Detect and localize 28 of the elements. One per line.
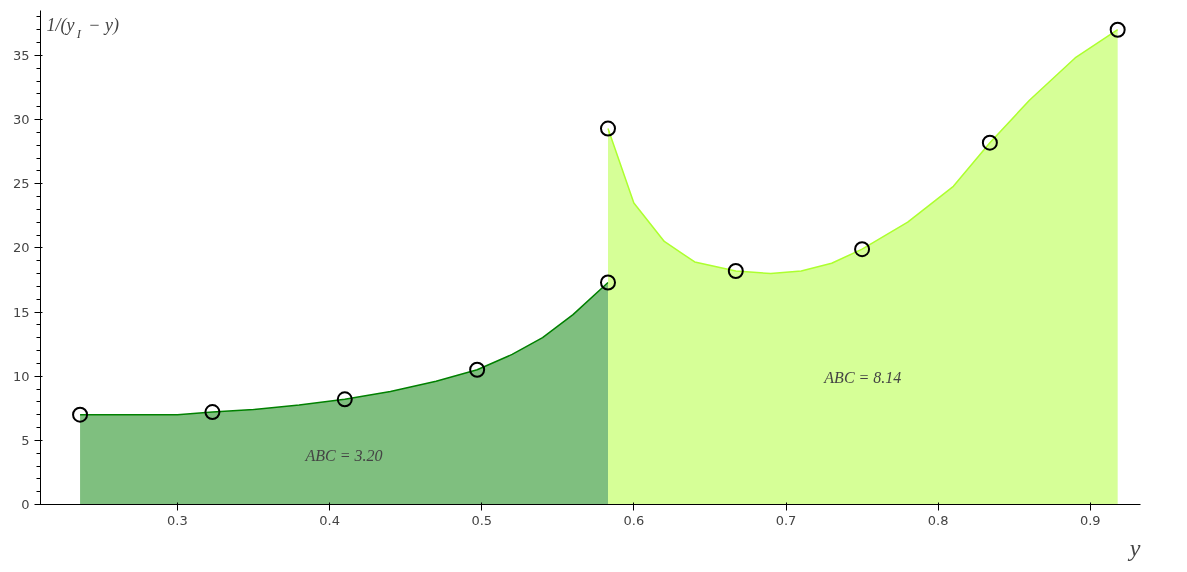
- y-tick-label: 30: [12, 112, 30, 128]
- point: [981, 134, 998, 151]
- point: [204, 404, 221, 421]
- y-tick-label: 10: [12, 368, 30, 384]
- y-tick-label: 5: [21, 432, 30, 448]
- point: [854, 241, 871, 258]
- x-tick-label: 0.7: [775, 512, 797, 528]
- y-tick-label: 25: [12, 176, 30, 192]
- point: [469, 361, 486, 378]
- point: [727, 262, 744, 279]
- annotation: ABC = 8.14: [823, 368, 902, 386]
- y-tick-label: 20: [12, 240, 30, 256]
- point: [600, 120, 616, 137]
- x-tick-label: 0.6: [623, 512, 645, 528]
- x-tick-label: 0.8: [927, 512, 949, 528]
- x-tick-label: 0.9: [1079, 512, 1101, 528]
- point: [72, 406, 89, 423]
- annotation: ABC = 3.20: [304, 446, 383, 464]
- x-axis-title: y: [1127, 534, 1141, 561]
- point: [600, 274, 616, 291]
- y-tick-label: 35: [12, 47, 30, 63]
- y-tick-label: 15: [12, 304, 30, 320]
- point: [1109, 21, 1126, 38]
- x-tick-label: 0.3: [167, 512, 188, 528]
- point: [336, 391, 353, 408]
- x-tick-label: 0.5: [471, 512, 493, 528]
- x-tick-label: 0.4: [319, 512, 340, 528]
- y-tick-label: 0: [21, 497, 30, 512]
